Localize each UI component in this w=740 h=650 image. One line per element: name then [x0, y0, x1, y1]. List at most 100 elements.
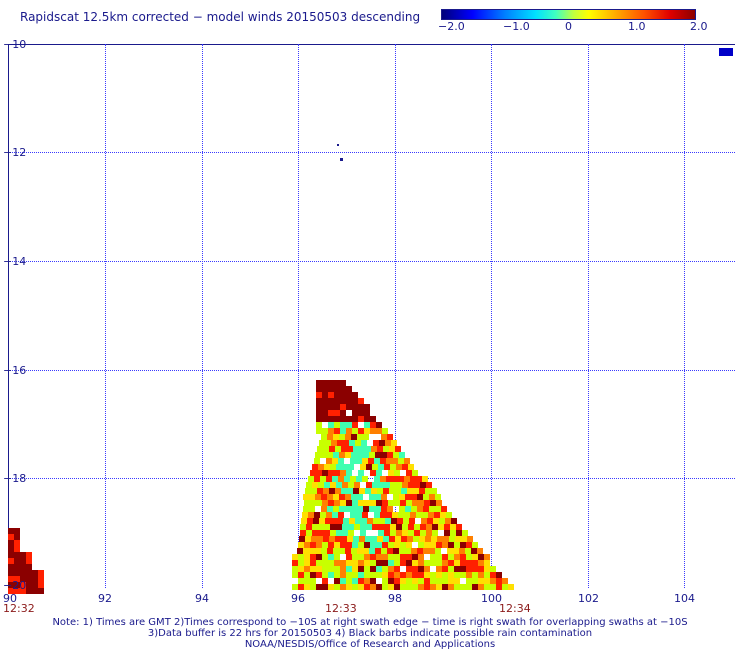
- wind-difference-cell: [340, 470, 346, 476]
- wind-difference-cell: [322, 572, 328, 578]
- wind-difference-cell: [392, 512, 398, 518]
- y-tick-label: −14: [3, 255, 27, 268]
- wind-difference-cell: [388, 584, 394, 590]
- wind-difference-cell: [412, 554, 418, 560]
- wind-difference-cell: [310, 566, 316, 572]
- wind-difference-cell: [346, 566, 352, 572]
- wind-difference-cell: [316, 398, 322, 404]
- wind-difference-cell: [419, 536, 425, 542]
- wind-difference-cell: [375, 506, 381, 512]
- wind-difference-cell: [370, 554, 376, 560]
- wind-difference-cell: [408, 524, 414, 530]
- wind-difference-cell: [330, 524, 336, 530]
- y-tick-label: −12: [3, 146, 27, 159]
- wind-difference-cell: [390, 524, 396, 530]
- wind-difference-cell: [322, 380, 328, 386]
- wind-difference-cell: [333, 434, 339, 440]
- gridline: [8, 261, 735, 262]
- wind-difference-cell: [346, 386, 352, 392]
- wind-difference-cell: [315, 548, 321, 554]
- wind-difference-cell: [418, 572, 424, 578]
- wind-difference-cell: [413, 488, 419, 494]
- wind-difference-cell: [420, 482, 426, 488]
- wind-difference-cell: [442, 542, 448, 548]
- wind-difference-cell: [298, 572, 304, 578]
- wind-difference-cell: [436, 560, 442, 566]
- wind-difference-cell: [376, 500, 382, 506]
- footnote: Note: 1) Times are GMT 2)Times correspon…: [0, 617, 740, 650]
- wind-difference-cell: [322, 500, 328, 506]
- wind-difference-cell: [368, 458, 374, 464]
- wind-difference-cell: [381, 506, 387, 512]
- wind-difference-cell: [26, 558, 32, 564]
- x-tick-label: 96: [291, 592, 305, 605]
- wind-difference-cell: [396, 464, 402, 470]
- wind-difference-cell: [401, 536, 407, 542]
- wind-difference-cell: [334, 470, 340, 476]
- wind-difference-cell: [484, 584, 490, 590]
- wind-difference-cell: [381, 452, 387, 458]
- wind-difference-cell: [327, 548, 333, 554]
- wind-difference-cell: [292, 572, 298, 578]
- wind-difference-cell: [319, 518, 325, 524]
- wind-difference-cell: [436, 542, 442, 548]
- wind-difference-cell: [444, 524, 450, 530]
- wind-difference-cell: [352, 560, 358, 566]
- wind-difference-cell: [321, 548, 327, 554]
- wind-difference-cell: [373, 440, 379, 446]
- wind-difference-cell: [364, 428, 370, 434]
- wind-difference-cell: [490, 578, 496, 584]
- wind-difference-cell: [351, 506, 357, 512]
- wind-difference-cell: [443, 536, 449, 542]
- wind-difference-cell: [382, 584, 388, 590]
- wind-difference-cell: [347, 488, 353, 494]
- wind-difference-cell: [300, 524, 306, 530]
- wind-difference-cell: [20, 552, 26, 558]
- wind-difference-cell: [352, 404, 358, 410]
- wind-difference-cell: [496, 578, 502, 584]
- wind-difference-cell: [322, 410, 328, 416]
- wind-difference-cell: [316, 566, 322, 572]
- wind-difference-cell: [370, 422, 376, 428]
- wind-difference-cell: [478, 578, 484, 584]
- wind-difference-cell: [364, 404, 370, 410]
- wind-difference-cell: [432, 530, 438, 536]
- wind-difference-cell: [333, 494, 339, 500]
- wind-difference-cell: [334, 566, 340, 572]
- wind-difference-cell: [430, 500, 436, 506]
- wind-difference-cell: [20, 558, 26, 564]
- wind-difference-cell: [404, 476, 410, 482]
- wind-difference-cell: [472, 566, 478, 572]
- wind-difference-cell: [346, 500, 352, 506]
- wind-difference-cell: [334, 386, 340, 392]
- wind-difference-cell: [349, 518, 355, 524]
- wind-difference-cell: [352, 572, 358, 578]
- wind-difference-cell: [410, 512, 416, 518]
- wind-difference-cell: [490, 584, 496, 590]
- wind-difference-cell: [334, 578, 340, 584]
- wind-difference-cell: [442, 560, 448, 566]
- wind-difference-cell: [297, 548, 303, 554]
- wind-difference-cell: [348, 530, 354, 536]
- wind-difference-cell: [358, 572, 364, 578]
- wind-difference-cell: [336, 524, 342, 530]
- wind-difference-cell: [466, 578, 472, 584]
- wind-difference-cell: [402, 524, 408, 530]
- wind-difference-cell: [478, 560, 484, 566]
- wind-difference-cell: [348, 482, 354, 488]
- wind-difference-cell: [358, 554, 364, 560]
- wind-difference-cell: [32, 576, 38, 582]
- gridline: [8, 478, 735, 479]
- wind-difference-cell: [349, 440, 355, 446]
- wind-difference-cell: [364, 578, 370, 584]
- wind-difference-cell: [436, 500, 442, 506]
- wind-difference-cell: [334, 554, 340, 560]
- wind-difference-cell: [405, 548, 411, 554]
- wind-difference-cell: [333, 548, 339, 554]
- wind-difference-cell: [334, 422, 340, 428]
- wind-difference-cell: [341, 446, 347, 452]
- wind-difference-cell: [430, 554, 436, 560]
- footnote-line: 3)Data buffer is 22 hrs for 20150503 4) …: [147, 628, 593, 639]
- wind-difference-cell: [358, 500, 364, 506]
- wind-difference-cell: [406, 470, 412, 476]
